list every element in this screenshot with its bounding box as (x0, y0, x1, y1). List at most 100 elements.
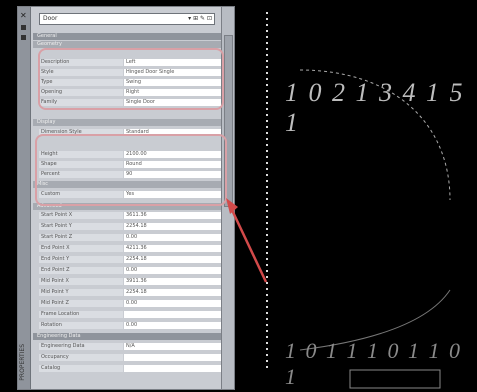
property-value[interactable]: 0.00 (124, 322, 221, 329)
property-value[interactable] (124, 365, 221, 372)
property-value[interactable]: Single Door (124, 99, 221, 106)
property-row[interactable]: Shape Round (33, 161, 221, 168)
cad-dot (266, 60, 268, 62)
cad-dot (266, 132, 268, 134)
palette-titlebar[interactable]: ✕ PROPERTIES (18, 7, 31, 389)
property-row[interactable]: Type Swing (33, 79, 221, 86)
property-value[interactable]: Right (124, 89, 221, 96)
properties-palette: ✕ PROPERTIES Door ▾ ⊞ ✎ ⊡ General Geomet… (17, 6, 235, 390)
property-name: Custom (39, 191, 123, 198)
property-value[interactable]: 2254.18 (124, 289, 221, 296)
property-row[interactable]: Description Left (33, 59, 221, 66)
object-type-dropdown[interactable]: Door ▾ ⊞ ✎ ⊡ (39, 13, 215, 25)
section-display[interactable]: Display (33, 119, 221, 126)
property-row[interactable]: Start Point Y 2254.18 (33, 223, 221, 230)
property-value[interactable]: Left (124, 59, 221, 66)
cad-dot (266, 90, 268, 92)
property-value[interactable]: Yes (124, 191, 221, 198)
property-row[interactable]: Start Point X 3611.36 (33, 212, 221, 219)
cad-dot (266, 354, 268, 356)
property-row[interactable]: Frame Location (33, 311, 221, 318)
property-value[interactable]: Round (124, 161, 221, 168)
property-value[interactable]: N/A (124, 343, 221, 350)
cad-dot (266, 54, 268, 56)
property-row[interactable]: Mid Point Y 2254.18 (33, 289, 221, 296)
section-geometry[interactable]: Geometry (33, 41, 221, 48)
highlight-box-display (35, 134, 227, 206)
dropdown-toolbar-icons[interactable]: ▾ ⊞ ✎ ⊡ (188, 15, 212, 22)
property-row[interactable]: Height 2100.00 (33, 151, 221, 158)
property-row[interactable]: Mid Point X 3911.36 (33, 278, 221, 285)
cad-dot (266, 162, 268, 164)
section-misc[interactable]: Misc (33, 181, 221, 188)
properties-content: Door ▾ ⊞ ✎ ⊡ General Geometry Descriptio… (31, 7, 223, 389)
property-row[interactable]: Occupancy (33, 354, 221, 361)
property-value[interactable]: 3611.36 (124, 212, 221, 219)
property-value[interactable]: 0.00 (124, 300, 221, 307)
cad-dot (266, 48, 268, 50)
property-row[interactable]: Dimension Style Standard (33, 129, 221, 136)
section-advanced[interactable]: Advanced (33, 203, 221, 210)
cad-dot (266, 108, 268, 110)
property-row[interactable]: Opening Right (33, 89, 221, 96)
property-value[interactable]: 2100.00 (124, 151, 221, 158)
property-name: Mid Point Y (39, 289, 123, 296)
property-value[interactable]: Standard (124, 129, 221, 136)
cad-dot (266, 360, 268, 362)
cad-dot (266, 240, 268, 242)
cad-dot (266, 294, 268, 296)
property-value[interactable]: 0.00 (124, 267, 221, 274)
pin-icon[interactable] (21, 25, 26, 30)
property-value[interactable]: Hinged Door Single (124, 69, 221, 76)
cad-dot (266, 168, 268, 170)
property-name: Family (39, 99, 123, 106)
cad-dot (266, 348, 268, 350)
property-row[interactable]: End Point Z 0.00 (33, 267, 221, 274)
property-row[interactable]: End Point Y 2254.18 (33, 256, 221, 263)
cad-dot (266, 144, 268, 146)
cad-dot (266, 228, 268, 230)
section-general[interactable]: General (33, 33, 221, 40)
property-row[interactable]: End Point X 4211.36 (33, 245, 221, 252)
property-row[interactable]: Mid Point Z 0.00 (33, 300, 221, 307)
section-engineering[interactable]: Engineering Data (33, 333, 221, 340)
property-value[interactable]: 0.00 (124, 234, 221, 241)
property-value[interactable] (124, 354, 221, 361)
property-row[interactable]: Engineering Data N/A (33, 343, 221, 350)
cad-dot (266, 78, 268, 80)
cad-dot (266, 300, 268, 302)
cad-dot (266, 252, 268, 254)
property-row[interactable]: Percent 90 (33, 171, 221, 178)
property-name: End Point Y (39, 256, 123, 263)
cad-text-bottom: 1 0 1 1 1 0 1 1 0 1 (285, 338, 462, 389)
cad-dot (266, 222, 268, 224)
property-name: Height (39, 151, 123, 158)
cad-dot (266, 192, 268, 194)
property-value[interactable]: 90 (124, 171, 221, 178)
property-value[interactable]: 2254.18 (124, 223, 221, 230)
property-value[interactable]: 4211.36 (124, 245, 221, 252)
close-icon[interactable]: ✕ (20, 11, 27, 20)
cad-dot (266, 150, 268, 152)
property-row[interactable]: Start Point Z 0.00 (33, 234, 221, 241)
cad-dot (266, 180, 268, 182)
cad-dot (266, 84, 268, 86)
property-row[interactable]: Style Hinged Door Single (33, 69, 221, 76)
property-value[interactable]: 2254.18 (124, 256, 221, 263)
property-row[interactable]: Custom Yes (33, 191, 221, 198)
property-name: Percent (39, 171, 123, 178)
cad-dot (266, 102, 268, 104)
property-row[interactable]: Rotation 0.00 (33, 322, 221, 329)
cad-dot (266, 312, 268, 314)
property-value[interactable] (124, 311, 221, 318)
property-name: Rotation (39, 322, 123, 329)
property-row[interactable]: Catalog (33, 365, 221, 372)
cad-dot (266, 306, 268, 308)
property-value[interactable]: 3911.36 (124, 278, 221, 285)
property-row[interactable]: Family Single Door (33, 99, 221, 106)
property-value[interactable]: Swing (124, 79, 221, 86)
cad-dot (266, 366, 268, 368)
options-icon[interactable] (21, 35, 26, 40)
